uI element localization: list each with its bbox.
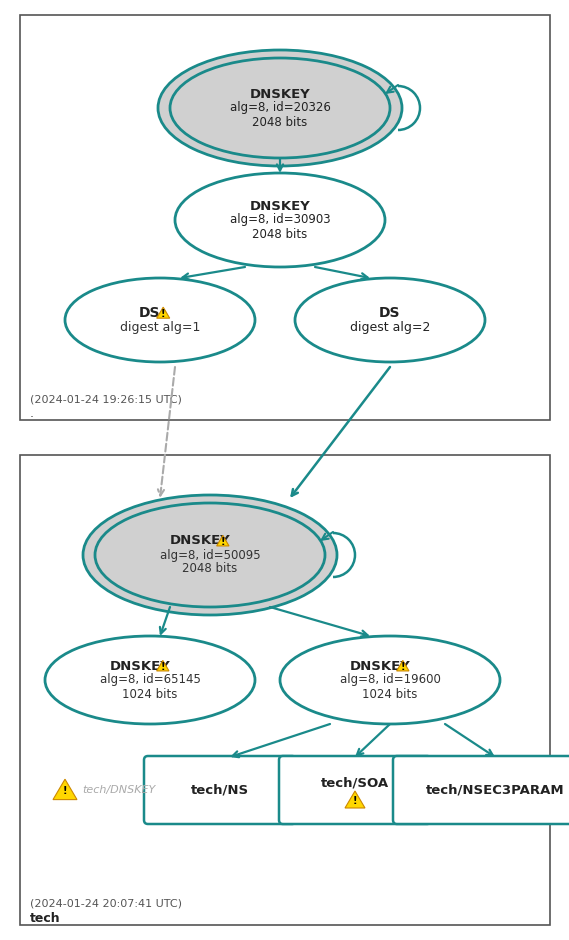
FancyBboxPatch shape [393, 756, 569, 824]
Text: DS: DS [139, 306, 161, 320]
Ellipse shape [158, 50, 402, 166]
Text: !: ! [161, 308, 166, 319]
Text: (2024-01-24 19:26:15 UTC): (2024-01-24 19:26:15 UTC) [30, 395, 182, 405]
Text: digest alg=2: digest alg=2 [350, 321, 430, 334]
Ellipse shape [65, 278, 255, 362]
Text: 2048 bits: 2048 bits [253, 116, 308, 129]
Polygon shape [156, 307, 170, 319]
Text: digest alg=1: digest alg=1 [120, 321, 200, 334]
Text: 1024 bits: 1024 bits [362, 687, 418, 700]
Text: tech/SOA: tech/SOA [321, 776, 389, 790]
Text: tech/DNSKEY: tech/DNSKEY [82, 785, 155, 795]
Text: alg=8, id=65145: alg=8, id=65145 [100, 673, 200, 686]
FancyBboxPatch shape [20, 15, 550, 420]
Ellipse shape [45, 636, 255, 724]
Text: alg=8, id=50095: alg=8, id=50095 [160, 549, 260, 561]
Ellipse shape [175, 173, 385, 267]
Text: 2048 bits: 2048 bits [183, 562, 238, 575]
Polygon shape [397, 661, 409, 671]
Text: !: ! [160, 662, 165, 671]
Text: alg=8, id=20326: alg=8, id=20326 [229, 102, 331, 115]
Text: (2024-01-24 20:07:41 UTC): (2024-01-24 20:07:41 UTC) [30, 898, 182, 908]
Polygon shape [53, 779, 77, 800]
Text: DNSKEY: DNSKEY [349, 660, 410, 672]
Text: !: ! [353, 796, 357, 806]
FancyBboxPatch shape [144, 756, 296, 824]
Text: DNSKEY: DNSKEY [250, 87, 310, 101]
Ellipse shape [170, 58, 390, 158]
Ellipse shape [83, 495, 337, 615]
Text: 1024 bits: 1024 bits [122, 687, 178, 700]
FancyBboxPatch shape [20, 455, 550, 925]
Ellipse shape [295, 278, 485, 362]
Text: DS: DS [380, 306, 401, 320]
Text: tech/NSEC3PARAM: tech/NSEC3PARAM [426, 784, 564, 796]
Text: !: ! [221, 537, 225, 547]
Text: !: ! [63, 786, 67, 796]
Text: .: . [30, 407, 34, 420]
Ellipse shape [280, 636, 500, 724]
Text: 2048 bits: 2048 bits [253, 227, 308, 241]
Text: DNSKEY: DNSKEY [110, 660, 170, 672]
Text: alg=8, id=19600: alg=8, id=19600 [340, 673, 440, 686]
Text: DNSKEY: DNSKEY [170, 535, 230, 547]
Text: tech: tech [30, 912, 61, 925]
Text: DNSKEY: DNSKEY [250, 199, 310, 212]
Text: tech/NS: tech/NS [191, 784, 249, 796]
FancyBboxPatch shape [279, 756, 431, 824]
Ellipse shape [95, 503, 325, 607]
Polygon shape [345, 791, 365, 808]
Polygon shape [217, 536, 229, 546]
Text: !: ! [401, 662, 405, 671]
Polygon shape [156, 661, 169, 671]
Text: alg=8, id=30903: alg=8, id=30903 [230, 213, 331, 227]
